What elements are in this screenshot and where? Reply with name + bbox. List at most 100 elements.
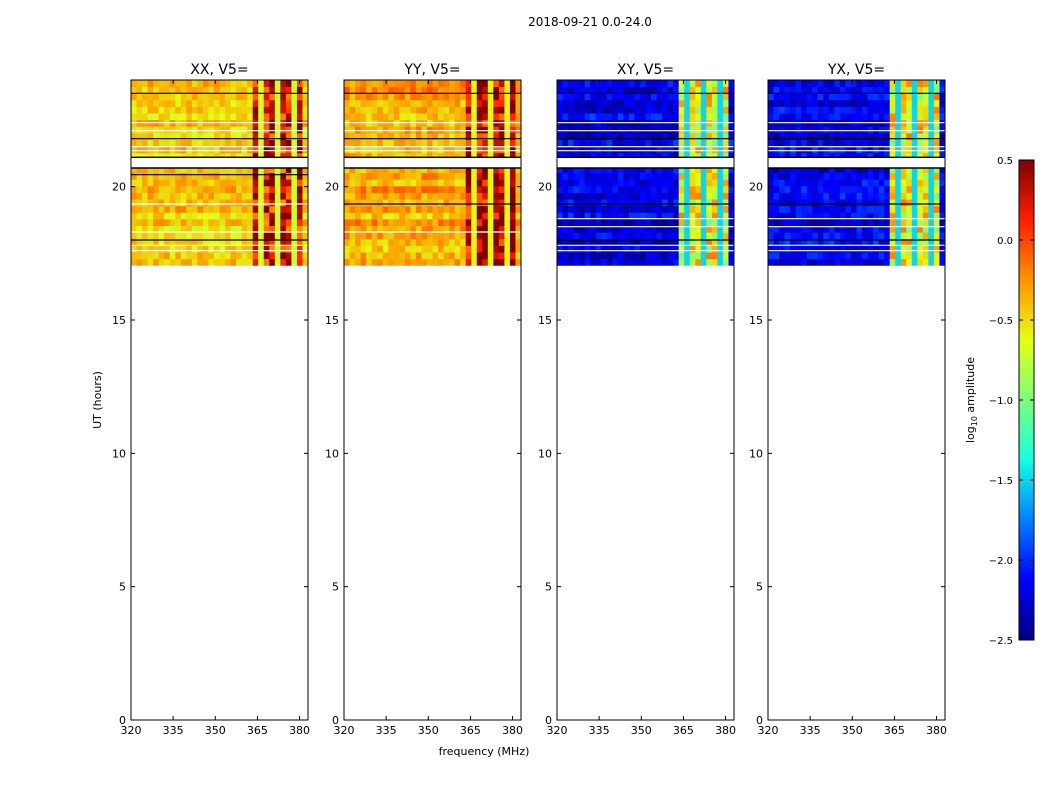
heatmap-cell [845,146,852,154]
y-tick-label: 5 [332,581,339,594]
heatmap-cell [839,146,846,154]
heatmap-cell [460,113,467,121]
heatmap-cell [426,106,433,114]
heatmap-cell [410,172,417,180]
heatmap-cell [928,232,935,240]
heatmap-cell [795,258,802,266]
heatmap-cell [487,225,494,233]
heatmap-cell [432,185,439,193]
heatmap-cell [225,185,231,193]
heatmap-cell [410,258,417,266]
heatmap-cell [366,93,373,101]
heatmap-cell [258,185,265,193]
heatmap-cell [415,252,422,260]
heatmap-cell [834,126,841,134]
heatmap-cell [366,152,373,160]
heatmap-cell [449,86,456,94]
heatmap-cell [258,146,265,154]
heatmap-cell [867,166,874,174]
heatmap-cell [850,185,857,193]
heatmap-cell [711,212,718,220]
heatmap-cell [349,93,356,101]
heatmap-cell [884,166,891,174]
heatmap-cell [700,199,707,207]
heatmap-cell [768,205,774,213]
heatmap-cell [482,86,489,94]
heatmap-cell [601,113,608,121]
heatmap-cell [399,199,406,207]
heatmap-cell [884,99,891,107]
colorbar: 0.50.0−0.5−1.0−1.5−2.0−2.5 log10 amplitu… [964,156,1035,647]
heatmap-cell [443,113,450,121]
heatmap-cell [722,199,729,207]
heatmap-cell [662,225,669,233]
heatmap-cell [202,219,209,227]
heatmap-cell [784,93,791,101]
heatmap-cell [917,232,924,240]
heatmap-cell [795,139,802,147]
panel-title-3: YX, V5= [827,62,885,78]
heatmap-cell [922,238,929,246]
heatmap-cell [617,172,624,180]
heatmap-cell [460,132,467,140]
heatmap-cell [862,192,868,200]
heatmap-cell [673,192,680,200]
heatmap-cell [722,113,729,121]
heatmap-cell [795,205,802,213]
data-gap [344,157,521,168]
heatmap-cell [784,99,791,107]
heatmap-cell [515,113,522,121]
heatmap-cell [784,199,791,207]
heatmap-cell [252,126,259,134]
heatmap-cell [438,80,444,88]
heatmap-cell [595,106,602,114]
heatmap-cell [895,238,902,246]
heatmap-cell [933,185,940,193]
heatmap-cell [421,205,428,213]
heatmap-cell [471,139,478,147]
heatmap-cell [573,80,580,88]
heatmap-cell [142,192,148,200]
heatmap-cell [393,106,400,114]
heatmap-cell [158,126,165,134]
heatmap-cell [695,106,702,114]
heatmap-cell [662,99,669,107]
heatmap-cell [790,113,797,121]
heatmap-cell [269,106,276,114]
heatmap-cell [933,258,940,266]
heatmap-cell [779,99,785,107]
heatmap-cell [850,93,857,101]
heatmap-cell [471,99,478,107]
heatmap-cell [410,152,417,160]
heatmap-cell [247,212,254,220]
y-tick-label: 0 [545,714,552,727]
heatmap-cell [850,172,857,180]
heatmap-cell [493,99,500,107]
heatmap-cell [225,166,231,174]
heatmap-cell [285,106,292,114]
heatmap-cell [606,113,613,121]
heatmap-cell [728,238,735,246]
heatmap-cell [487,132,494,140]
heatmap-cell [382,238,389,246]
heatmap-cell [421,192,428,200]
heatmap-cell [634,132,641,140]
heatmap-cell [795,113,802,121]
heatmap-cell [360,93,367,101]
heatmap-cell [509,132,516,140]
heatmap-cell [421,245,428,253]
heatmap-cell [509,212,516,220]
heatmap-cell [291,185,298,193]
heatmap-cell [355,219,361,227]
heatmap-cell [509,238,516,246]
heatmap-cell [722,99,729,107]
heatmap-cell [493,132,500,140]
heatmap-cell [801,205,808,213]
heatmap-cell [573,139,580,147]
heatmap-cell [911,126,918,134]
heatmap-cell [454,80,461,88]
heatmap-cell [449,212,456,220]
heatmap-cell [438,258,444,266]
heatmap-cell [465,166,472,174]
heatmap-cell [344,225,350,233]
